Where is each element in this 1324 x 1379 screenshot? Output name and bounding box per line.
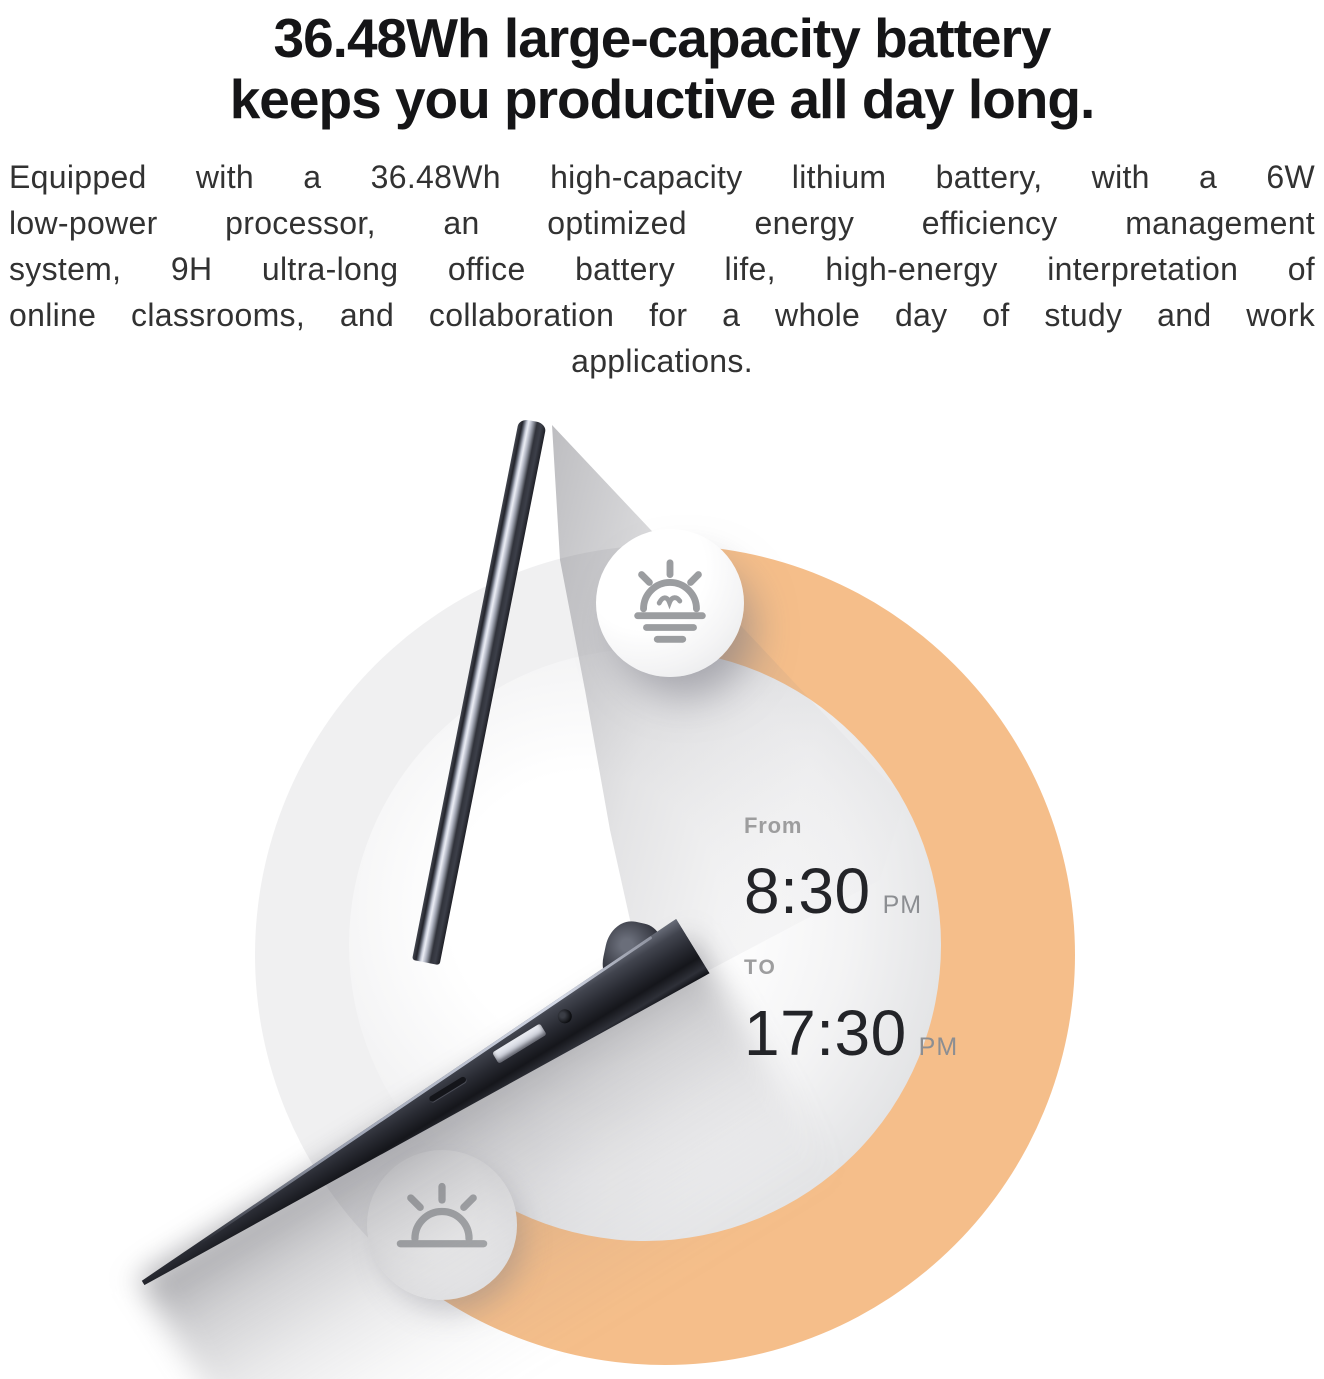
usb-port-icon xyxy=(492,1023,547,1063)
to-label: TO xyxy=(744,956,777,979)
from-time: 8:30 xyxy=(744,855,871,927)
sunset-badge xyxy=(596,529,744,677)
to-time-row: 17:30 PM xyxy=(744,999,1074,1067)
to-time: 17:30 xyxy=(744,997,907,1069)
vent-slot xyxy=(428,1076,467,1103)
body-paragraph: Equipped with a 36.48Wh high-capacity li… xyxy=(9,154,1315,384)
laptop-screen-edge xyxy=(412,418,547,966)
base-edge-highlight xyxy=(199,936,652,1244)
headline: 36.48Wh large-capacity battery keeps you… xyxy=(0,0,1324,130)
laptop-side-view xyxy=(0,410,1324,1379)
body-line: system, 9H ultra-long office battery lif… xyxy=(9,251,1315,287)
laptop-base xyxy=(126,919,709,1311)
body-line: online classrooms, and collaboration for… xyxy=(9,297,1315,333)
headline-line-1: 36.48Wh large-capacity battery xyxy=(273,7,1051,69)
schedule: From 8:30 PM TO 17:30 PM xyxy=(744,813,1074,1067)
body-line: low-power processor, an optimized energy… xyxy=(9,205,1315,241)
audio-jack-icon xyxy=(555,1007,574,1026)
body-line: applications. xyxy=(571,343,753,379)
body-line: Equipped with a 36.48Wh high-capacity li… xyxy=(9,159,1315,195)
battery-scene: From 8:30 PM TO 17:30 PM xyxy=(0,410,1324,1379)
headline-line-2: keeps you productive all day long. xyxy=(229,68,1096,130)
from-label: From xyxy=(744,813,803,838)
sunset-over-water-icon xyxy=(634,559,706,643)
from-meridiem: PM xyxy=(882,891,923,919)
from-time-row: 8:30 PM xyxy=(744,857,1074,925)
to-meridiem: PM xyxy=(918,1033,959,1061)
